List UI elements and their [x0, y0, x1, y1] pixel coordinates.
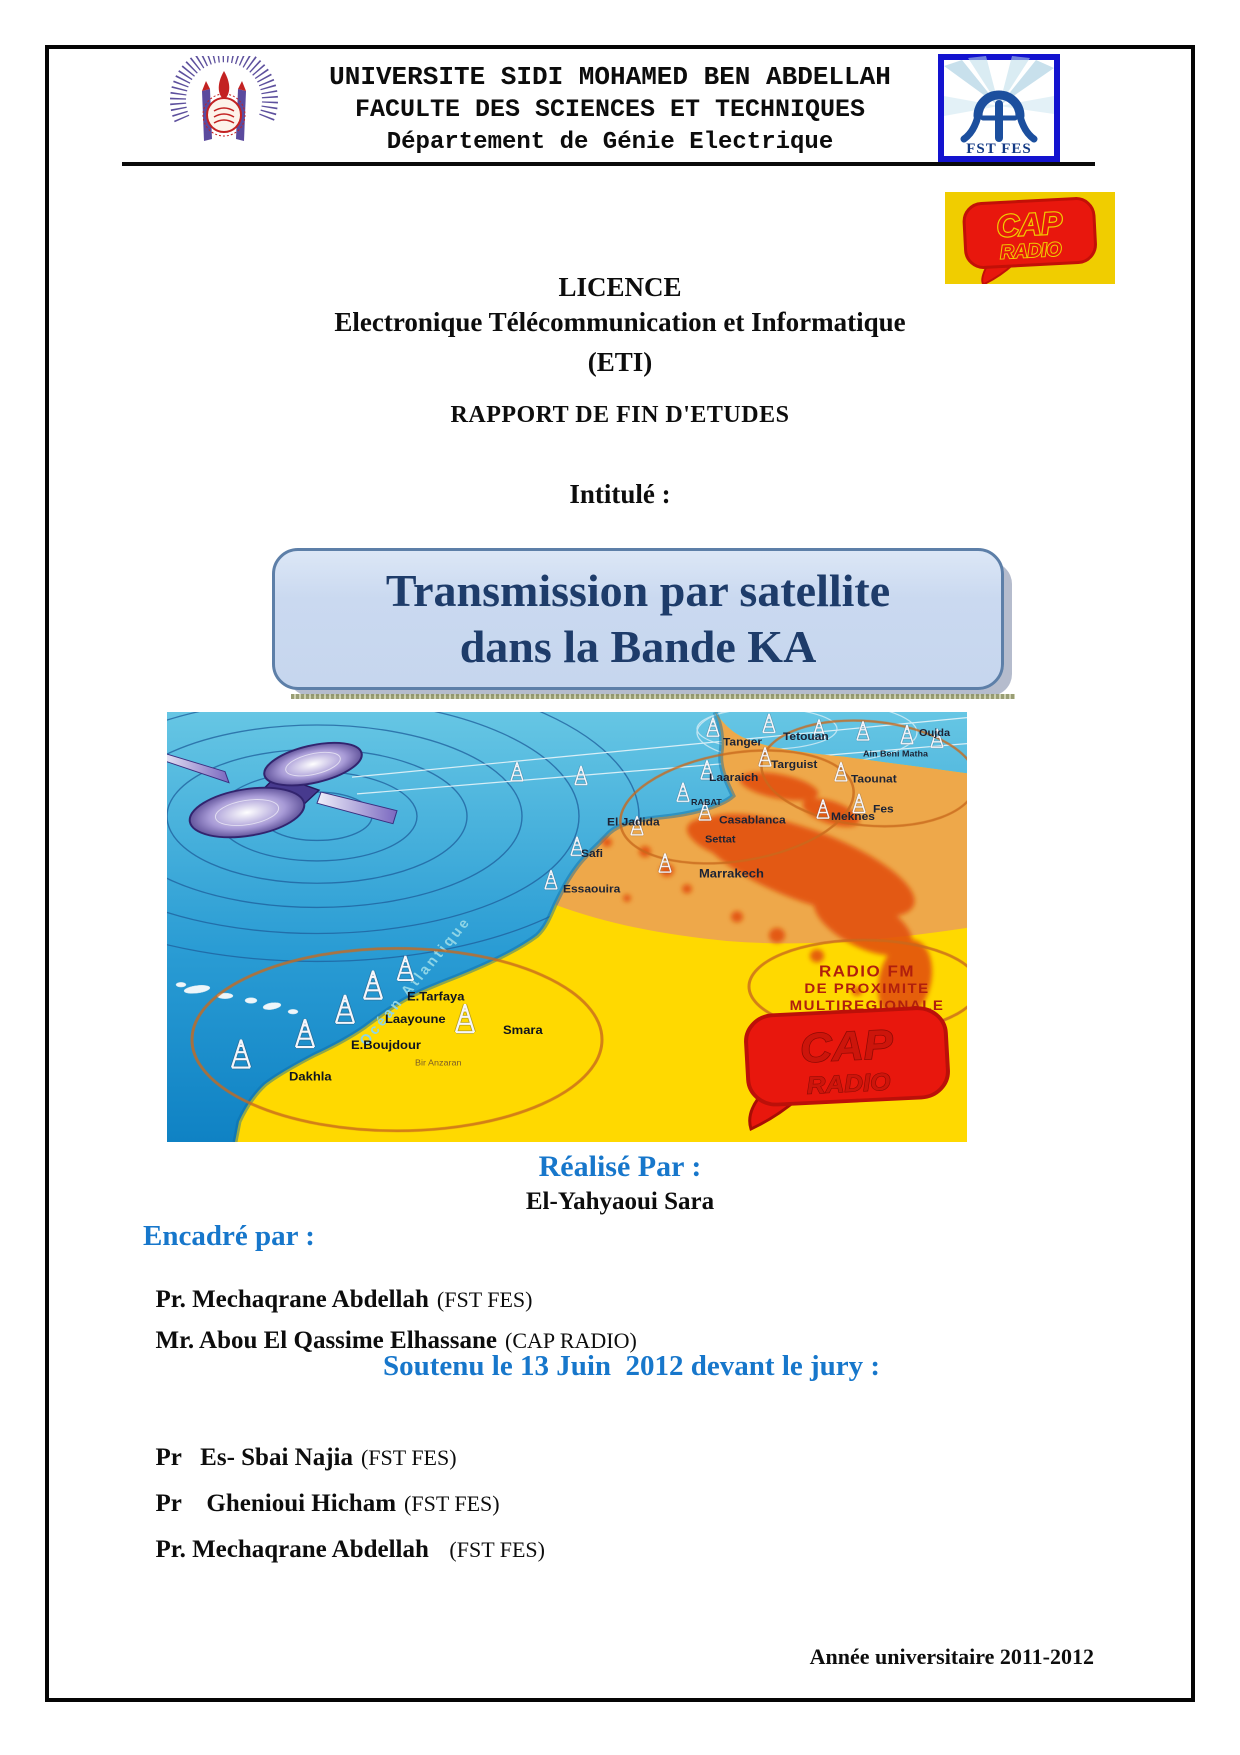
- degree-name: LICENCE: [558, 272, 682, 302]
- map-label-safi: Safi: [581, 849, 603, 861]
- atlas-relief: [602, 772, 933, 1021]
- dish-detail-ring: [285, 751, 341, 777]
- satellite-dish-lower: [188, 786, 306, 839]
- map-label-bir-anzaran: Bir Anzaran: [415, 1058, 462, 1068]
- dish-detail-ring: [214, 799, 280, 826]
- satellite-right-panel: [316, 791, 398, 825]
- report-title-line2: dans la Bande KA: [459, 621, 817, 672]
- map-label-meknes: Meknes: [831, 811, 875, 823]
- realise-par-label: Réalisé Par :: [538, 1150, 702, 1183]
- map-label-tetouan: Tetouan: [783, 731, 829, 743]
- fst-fes-logo: FST FES: [938, 54, 1060, 162]
- university-logo: [170, 56, 278, 141]
- cap-radio-logo: CAP RADIO: [945, 192, 1115, 284]
- coastline-shadow: [232, 712, 736, 1142]
- emblem-medallion: [206, 97, 242, 133]
- specialty-name: Electronique Télécommunication et Inform…: [334, 307, 906, 337]
- emblem-ring: [202, 93, 246, 137]
- supervisor-org: (CAP RADIO): [505, 1328, 637, 1353]
- satellite-left-panel: [167, 753, 230, 784]
- radio-fm-line2: DE PROXIMITE: [804, 982, 929, 997]
- map-label-laayoune: Laayoune: [385, 1012, 446, 1025]
- title-box: Transmission par satellite dans la Bande…: [272, 548, 1015, 699]
- jury-row: Pr Ghenioui Hicham (FST FES): [143, 1462, 1093, 1518]
- jury-name: Pr Es- Sbai Najia: [155, 1444, 353, 1471]
- jury-org: (FST FES): [360, 1445, 457, 1470]
- university-name: UNIVERSITE SIDI MOHAMED BEN ABDELLAH: [329, 62, 891, 92]
- emblem-right-flame: [238, 81, 246, 91]
- emblem-script: [213, 107, 235, 124]
- emblem-sunburst: [170, 56, 278, 123]
- header-divider: [122, 162, 1095, 166]
- map-label-tarfaya: E.Tarfaya: [407, 990, 466, 1003]
- jury-row: Pr. Mechaqrane Abdellah (FST FES): [143, 1508, 1093, 1564]
- map-label-el-jadida: El Jadida: [607, 817, 660, 829]
- cap-logo-bubble: CAP RADIO: [962, 197, 1097, 284]
- satellite-dish-upper: [263, 741, 363, 787]
- supervisor-row: Pr. Mechaqrane Abdellah (FST FES): [143, 1258, 1093, 1314]
- fst-logo-monogram: [960, 90, 1038, 143]
- author-name: El-Yahyaoui Sara: [525, 1188, 715, 1215]
- defense-date-label: Soutenu le 13 Juin 2012 devant le jury :: [383, 1350, 881, 1382]
- map-label-casablanca: Casablanca: [719, 815, 786, 827]
- specialty-abbr: (ETI): [587, 347, 653, 377]
- report-title: Transmission par satellite dans la Bande…: [275, 551, 1001, 687]
- map-label-ain-beni-matha: Ain Beni Matha: [863, 749, 928, 759]
- report-type: RAPPORT DE FIN D'ETUDES: [450, 402, 790, 428]
- map-label-rabat: RABAT: [691, 797, 723, 807]
- supervisor-row: Mr. Abou El Qassime Elhassane (CAP RADIO): [143, 1299, 1093, 1355]
- faculty-name: FACULTE DES SCIENCES ET TECHNIQUES: [354, 95, 866, 124]
- map-label-marrakech: Marrakech: [699, 867, 764, 880]
- map-label-dakhla: Dakhla: [289, 1070, 333, 1083]
- emblem-flame: [218, 71, 230, 100]
- supervisor-name: Pr. Mechaqrane Abdellah: [155, 1286, 429, 1313]
- map-label-fes: Fes: [873, 804, 894, 816]
- academic-year: Année universitaire 2011-2012: [809, 1644, 1094, 1669]
- map-label-tanger: Tanger: [723, 737, 763, 749]
- title-label: Intitulé :: [569, 479, 671, 509]
- map-label-oujda: Oujda: [919, 728, 950, 740]
- map-label-settat: Settat: [705, 834, 736, 846]
- map-label-essaouira: Essaouira: [563, 884, 621, 896]
- header-text-block: UNIVERSITE SIDI MOHAMED BEN ABDELLAH FAC…: [288, 62, 932, 157]
- jury-org: (FST FES): [404, 1491, 500, 1516]
- jury-name: Pr Ghenioui Hicham: [155, 1490, 397, 1517]
- map-label-smara: Smara: [503, 1023, 544, 1036]
- map-label-taounat: Taounat: [851, 774, 897, 786]
- jury-row: Pr Es- Sbai Najia (FST FES): [143, 1416, 1093, 1472]
- supervisor-name: Mr. Abou El Qassime Elhassane: [155, 1327, 498, 1354]
- map-cap-word: CAP: [799, 1022, 895, 1072]
- map-radio-word: RADIO: [806, 1068, 892, 1099]
- jury-org: (FST FES): [449, 1537, 545, 1562]
- cap-logo-word-cap: CAP: [996, 205, 1064, 243]
- map-label-boujdour: E.Boujdour: [351, 1038, 421, 1051]
- map-label-targuist: Targuist: [771, 759, 818, 771]
- emblem-left-flame: [202, 81, 210, 91]
- satellite-illustration: [167, 741, 398, 839]
- morocco-coverage-map-image: Océan Atlantique Tanger Tet: [167, 712, 967, 1142]
- department-name: Département de Génie Electrique: [386, 129, 834, 156]
- report-title-line1: Transmission par satellite: [385, 564, 891, 616]
- radio-fm-line1: RADIO FM: [819, 963, 915, 980]
- cap-radio-map-logo: CAP RADIO: [744, 1006, 950, 1131]
- encadre-par-label: Encadré par :: [143, 1220, 315, 1252]
- cap-logo-word-radio: RADIO: [1000, 239, 1062, 263]
- bubble-body: [744, 1006, 950, 1107]
- map-label-laaraich: Laaraich: [709, 772, 758, 784]
- fst-logo-label: FST FES: [966, 141, 1032, 157]
- jury-name: Pr. Mechaqrane Abdellah: [155, 1536, 442, 1563]
- supervisor-org: (FST FES): [436, 1287, 533, 1312]
